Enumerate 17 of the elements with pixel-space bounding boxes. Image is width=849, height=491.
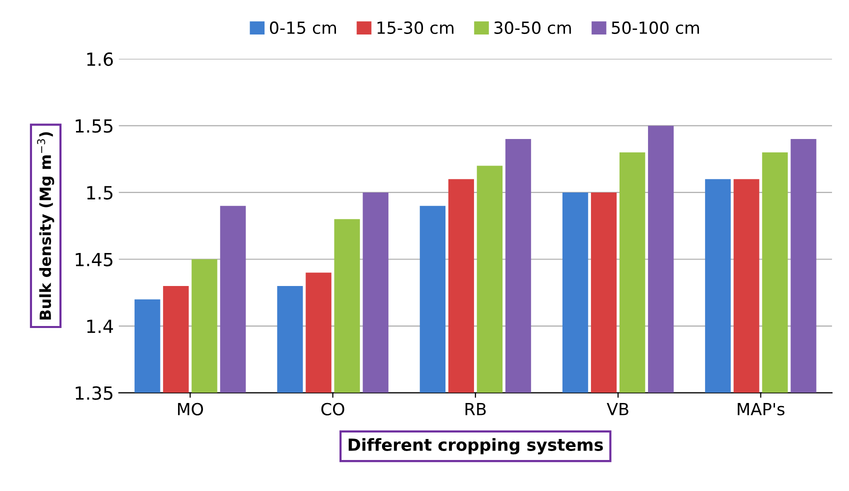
y-tick-label: 1.35 [76,386,112,400]
x-axis-title: Different cropping systems [348,438,603,454]
x-tick-label: RB [466,403,486,416]
legend-label: 15-30 cm [378,21,454,34]
x-tick-label: MO [178,402,203,416]
y-tick-label: 1.55 [76,119,112,133]
y-tick-label: 1.5 [87,186,112,200]
y-axis-title: Bulk density (Mg m$^{−3}$) [37,132,54,320]
y-tick-label: 1.6 [87,52,113,66]
legend-label: 0-15 cm [270,21,336,34]
legend-label: 50-100 cm [612,21,699,34]
y-tick-label: 1.4 [87,320,113,333]
legend-label: 30-50 cm [494,21,571,34]
x-tick-label: CO [321,402,344,416]
x-tick-label: MAP's [738,403,784,416]
x-tick-label: VB [606,403,628,416]
y-tick-label: 1.45 [76,252,112,266]
